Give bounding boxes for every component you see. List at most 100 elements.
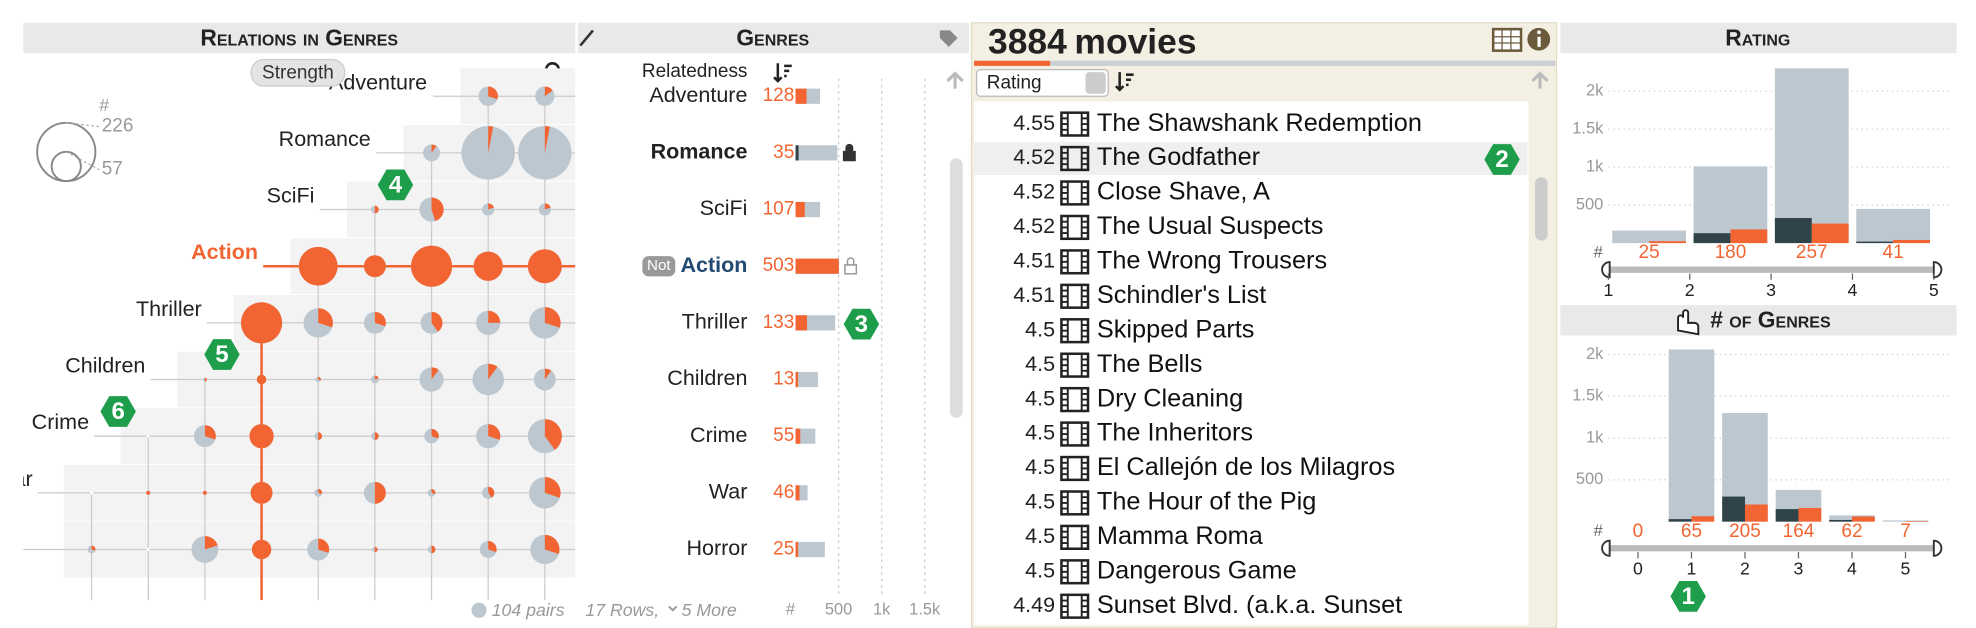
pie-share	[431, 367, 439, 380]
empty-dot	[90, 264, 94, 268]
pie-share	[544, 477, 561, 498]
legend-leader	[66, 122, 100, 128]
genre-name: Adventure	[649, 83, 747, 107]
axis-tick-label: 500	[825, 601, 852, 619]
movie-rating: 4.5	[1025, 386, 1055, 410]
sort-icon[interactable]	[773, 63, 792, 83]
pie-share	[431, 545, 436, 554]
selected-bar	[1649, 241, 1686, 244]
mode-label: Strength	[262, 62, 334, 83]
film-icon-detail	[1061, 216, 1089, 239]
sort-dropdown[interactable]	[975, 69, 1109, 97]
total-bar	[1882, 520, 1929, 522]
pair-circle	[533, 368, 556, 391]
x-tick-label: 5	[1929, 280, 1939, 300]
genre-row[interactable]	[583, 411, 944, 462]
table-icon[interactable]	[1491, 27, 1523, 52]
genre-name: Romance	[651, 140, 748, 164]
highlight-bar	[1775, 509, 1799, 522]
pin-icon[interactable]	[579, 29, 594, 47]
pie-share	[544, 203, 551, 210]
movie-rating: 4.52	[1013, 214, 1055, 238]
y-tick-label: 1k	[1586, 157, 1604, 175]
movie-rating: 4.5	[1025, 317, 1055, 341]
genre-name: Children	[667, 366, 747, 390]
pie-share	[374, 311, 386, 327]
genre-row[interactable]	[583, 354, 944, 405]
x-tick-label: 3	[1794, 558, 1804, 578]
film-icon-detail	[1061, 594, 1089, 618]
pair-circle	[461, 126, 515, 180]
pie-share	[374, 481, 386, 504]
genre-row[interactable]	[583, 468, 944, 519]
empty-dot	[146, 434, 150, 438]
genre-row[interactable]	[583, 524, 944, 575]
movie-rating: 4.5	[1025, 490, 1055, 514]
genre-row[interactable]	[583, 128, 944, 179]
total-bar	[1668, 349, 1715, 522]
empty-dot	[316, 208, 320, 212]
movie-title: The Wrong Trousers	[1097, 247, 1327, 275]
genre-count: 35	[773, 142, 794, 163]
sort-icon[interactable]	[1114, 72, 1134, 92]
count-bar	[795, 485, 800, 501]
pie-share	[256, 374, 267, 385]
sort-field: Rating	[987, 73, 1042, 94]
movie-title: Dangerous Game	[1097, 556, 1297, 584]
pie-share	[488, 86, 498, 100]
scroll-up[interactable]	[946, 71, 1549, 89]
pie-share	[374, 375, 379, 380]
pie-share	[527, 249, 562, 284]
slider-handle[interactable]	[1601, 539, 1943, 557]
pie-share	[240, 302, 283, 344]
empty-dot	[90, 321, 94, 325]
genre-name: Crime	[690, 423, 747, 447]
pie-share	[544, 86, 553, 97]
total-bar	[1612, 230, 1686, 244]
movies-scrollbar[interactable]	[1534, 177, 1548, 241]
pie-share	[544, 534, 560, 555]
empty-dot	[90, 491, 94, 495]
genre-name: Action	[680, 253, 747, 277]
selected-bar	[1811, 223, 1849, 244]
pie-share	[488, 310, 501, 323]
pie-share	[204, 425, 216, 440]
genres-scrollbar[interactable]	[950, 158, 963, 418]
tag-icon[interactable]	[939, 30, 958, 47]
sort-label: Relatedness	[642, 61, 748, 82]
y-tick-label: 1.5k	[1572, 119, 1604, 137]
footer-more[interactable]: 5 More	[682, 600, 737, 620]
pie-share	[318, 538, 330, 553]
lock-icon	[842, 143, 856, 162]
count-label: 180	[1715, 242, 1747, 263]
empty-dot	[203, 94, 207, 98]
empty-dot	[203, 208, 207, 212]
genre-count: 55	[773, 425, 794, 446]
count-bar	[795, 88, 807, 104]
movie-row[interactable]	[974, 383, 1527, 416]
film-icon-detail	[1061, 353, 1089, 377]
x-tick-label: 0	[1633, 558, 1643, 578]
highlight-bar	[1668, 519, 1692, 522]
panel-title: Rating	[1725, 24, 1790, 50]
badge	[100, 396, 136, 427]
count-label: 65	[1681, 521, 1702, 542]
selected-bar	[1851, 516, 1875, 522]
count-bar	[795, 258, 839, 274]
genre-name: Thriller	[682, 310, 748, 334]
info-icon[interactable]	[1527, 27, 1551, 51]
film-icon-detail	[1061, 181, 1089, 205]
legend-value: 57	[102, 159, 123, 180]
empty-dot	[260, 151, 264, 155]
pie-share	[318, 308, 333, 328]
not-label: Not	[647, 257, 671, 274]
empty-dot	[316, 151, 320, 155]
pie-share	[298, 246, 338, 286]
count-label: 7	[1900, 521, 1911, 542]
mode-button[interactable]	[250, 58, 346, 87]
pie-share	[250, 481, 273, 504]
empty-dot	[203, 151, 207, 155]
count-bar	[795, 371, 799, 388]
movie-row[interactable]	[974, 349, 1527, 382]
